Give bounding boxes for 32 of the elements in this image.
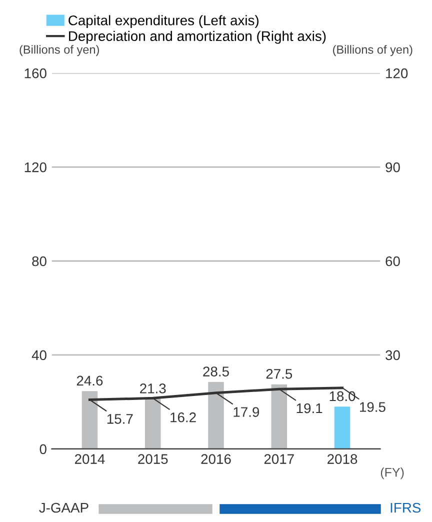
data-label: 24.6	[76, 376, 103, 386]
data-label: 21.3	[140, 384, 166, 394]
x-tick-label: 2015	[138, 454, 168, 464]
bar	[334, 406, 350, 449]
y-tick-label: 0	[40, 444, 46, 454]
data-label: 27.5	[266, 368, 292, 379]
legend-label: Capital expenditures (Left axis)	[68, 15, 258, 28]
data-label: 28.5	[203, 366, 229, 376]
y2-tick-label: 120	[386, 68, 408, 78]
y-tick-label: 160	[24, 68, 46, 78]
data-label: 16.2	[170, 412, 196, 422]
text: IFRS	[390, 502, 421, 513]
data-label: 17.9	[234, 407, 260, 417]
y-tick-label: 80	[32, 256, 46, 266]
text: (FY)	[380, 468, 404, 480]
data-label: 19.5	[360, 402, 386, 412]
y-tick-label: 40	[32, 350, 46, 360]
y2-tick-label: 60	[386, 256, 400, 266]
x-tick-label: 2018	[328, 454, 358, 464]
x-tick-label: 2017	[264, 454, 294, 464]
legend-label: Depreciation and amortization (Right axis)	[69, 30, 326, 44]
x-tick-label: 2014	[74, 454, 105, 464]
text: J-GAAP	[39, 502, 88, 513]
y2-tick-label: 30	[386, 350, 400, 360]
y-tick-label: 120	[24, 162, 46, 172]
data-label: 19.1	[296, 403, 322, 414]
y2-axis-title: (Billions of yen)	[333, 45, 412, 56]
y-axis-title: (Billions of yen)	[20, 45, 99, 56]
x-tick-label: 2016	[201, 454, 231, 464]
data-label: 18.0	[330, 391, 356, 402]
y2-tick-label: 90	[386, 162, 400, 172]
data-label: 15.7	[107, 414, 133, 424]
